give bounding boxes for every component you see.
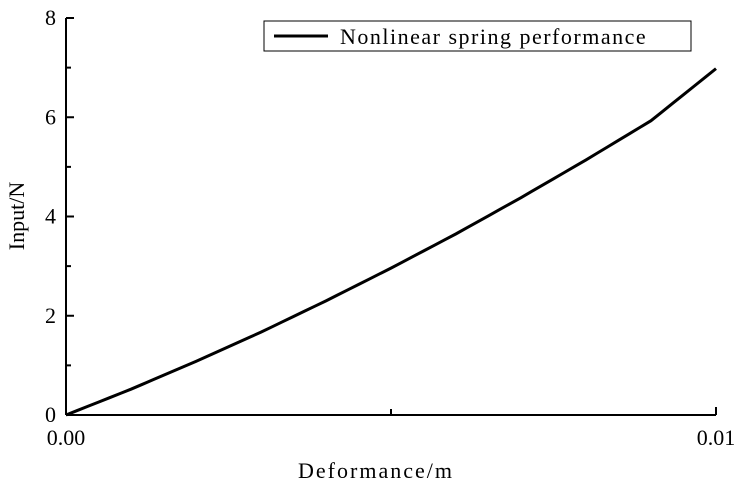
axes <box>65 18 716 416</box>
x-axis-label: Deformance/m <box>298 458 454 483</box>
y-tick-label: 6 <box>45 104 56 129</box>
y-tick-label: 0 <box>45 402 56 427</box>
y-axis-label: Input/N <box>4 182 29 251</box>
x-tick-label: 0.00 <box>47 425 86 450</box>
x-tick-label: 0.01 <box>697 425 736 450</box>
y-tick-label: 8 <box>45 5 56 30</box>
legend: Nonlinear spring performance <box>263 20 692 52</box>
y-tick-label: 2 <box>45 303 56 328</box>
series-layer <box>65 67 717 417</box>
series-line <box>65 67 717 417</box>
y-tick-label: 4 <box>45 204 56 229</box>
ticks: 0 2 4 6 8 0.00 0.01 <box>45 5 735 450</box>
legend-label: Nonlinear spring performance <box>340 24 647 49</box>
legend-box <box>263 20 692 52</box>
